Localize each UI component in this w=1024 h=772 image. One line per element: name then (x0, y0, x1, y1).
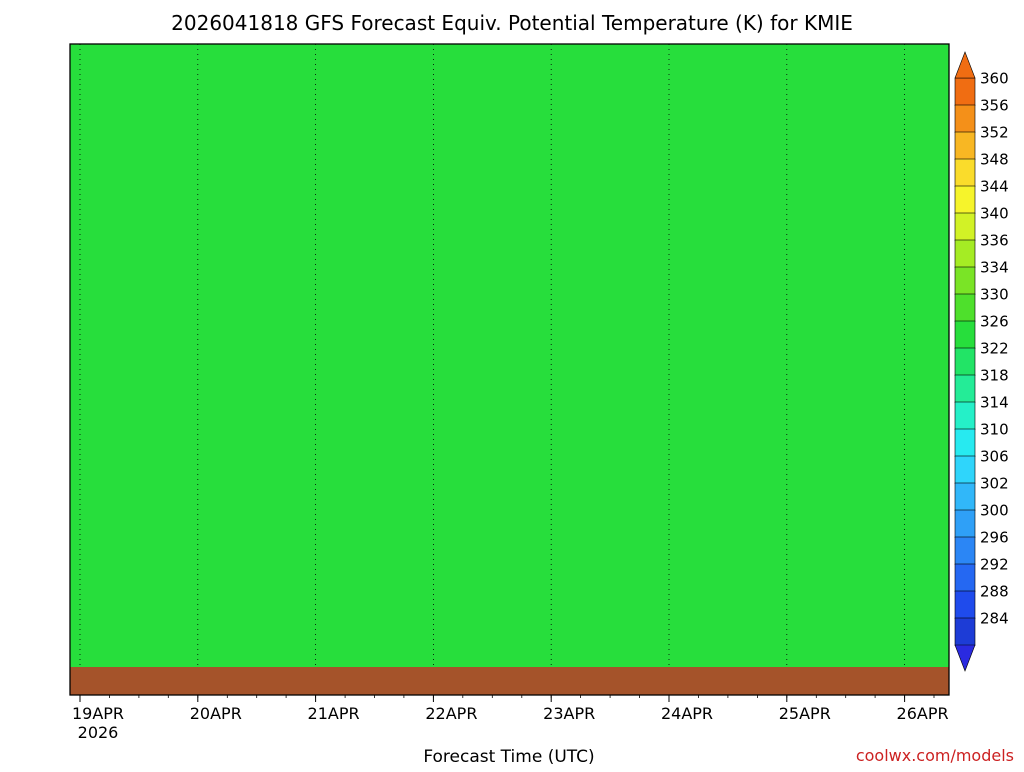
ground-surface (70, 667, 949, 695)
x-axis: 19APR 20APR 21APR 22APR 23APR 24APR 25APR 26APR (72, 695, 949, 723)
colorbar-label: 330 (980, 286, 1009, 304)
colorbar-label: 292 (980, 556, 1009, 574)
colorbar-swatch (954, 212, 976, 241)
x-tick-label: 22APR (425, 704, 477, 723)
colorbar-swatch (954, 185, 976, 214)
colorbar-label: 314 (980, 394, 1009, 412)
x-tick-label: 25APR (779, 704, 831, 723)
colorbar-swatch (954, 239, 976, 268)
x-tick-label: 20APR (190, 704, 242, 723)
colorbar-label: 360 (980, 70, 1009, 88)
colorbar-swatch (954, 563, 976, 592)
colorbar-swatch (954, 482, 976, 511)
colorbar-swatch (954, 158, 976, 187)
colorbar-label: 334 (980, 259, 1009, 277)
x-tick-label: 23APR (543, 704, 595, 723)
colorbar-label: 318 (980, 367, 1009, 385)
plot-frame (69, 43, 950, 696)
colorbar-label: 306 (980, 448, 1009, 466)
x-tick-label: 24APR (661, 704, 713, 723)
colorbar-label: 340 (980, 205, 1009, 223)
colorbar-label: 288 (980, 583, 1009, 601)
colorbar-label: 348 (980, 151, 1009, 169)
x-tick-label: 21APR (308, 704, 360, 723)
chart-title: 2026041818 GFS Forecast Equiv. Potential… (171, 11, 853, 35)
x-tick-label: 26APR (897, 704, 949, 723)
colorbar: 360 356 352 348 344 340 336 334 330 326 322 318 314 3… (954, 51, 1009, 672)
colorbar-swatch (954, 455, 976, 484)
x-year-label: 2026 (78, 723, 119, 742)
colorbar-swatch (954, 374, 976, 403)
plot-background (70, 44, 949, 695)
colorbar-min-arrow (954, 644, 976, 672)
colorbar-label: 300 (980, 502, 1009, 520)
colorbar-swatch (954, 590, 976, 619)
colorbar-label: 284 (980, 610, 1009, 628)
colorbar-swatch (954, 104, 976, 133)
colorbar-swatch (954, 347, 976, 376)
x-tick-label: 19APR (72, 704, 124, 723)
colorbar-swatch (954, 320, 976, 349)
colorbar-swatch (954, 509, 976, 538)
colorbar-label: 322 (980, 340, 1009, 358)
colorbar-label: 310 (980, 421, 1009, 439)
colorbar-swatch (954, 293, 976, 322)
colorbar-label: 356 (980, 97, 1009, 115)
colorbar-swatch (954, 131, 976, 160)
colorbar-swatch (954, 617, 976, 646)
plot-area (70, 44, 949, 695)
colorbar-swatch (954, 536, 976, 565)
colorbar-swatch (954, 77, 976, 106)
colorbar-label: 296 (980, 529, 1009, 547)
colorbar-label: 302 (980, 475, 1009, 493)
colorbar-label: 326 (980, 313, 1009, 331)
credit-text: coolwx.com/models (856, 746, 1014, 765)
colorbar-label: 344 (980, 178, 1009, 196)
colorbar-swatch (954, 401, 976, 430)
colorbar-swatch (954, 428, 976, 457)
colorbar-max-arrow (954, 51, 976, 79)
colorbar-swatch (954, 266, 976, 295)
x-axis-title: Forecast Time (UTC) (423, 747, 594, 767)
colorbar-label: 352 (980, 124, 1009, 142)
colorbar-label: 336 (980, 232, 1009, 250)
grid-lines (79, 44, 905, 695)
